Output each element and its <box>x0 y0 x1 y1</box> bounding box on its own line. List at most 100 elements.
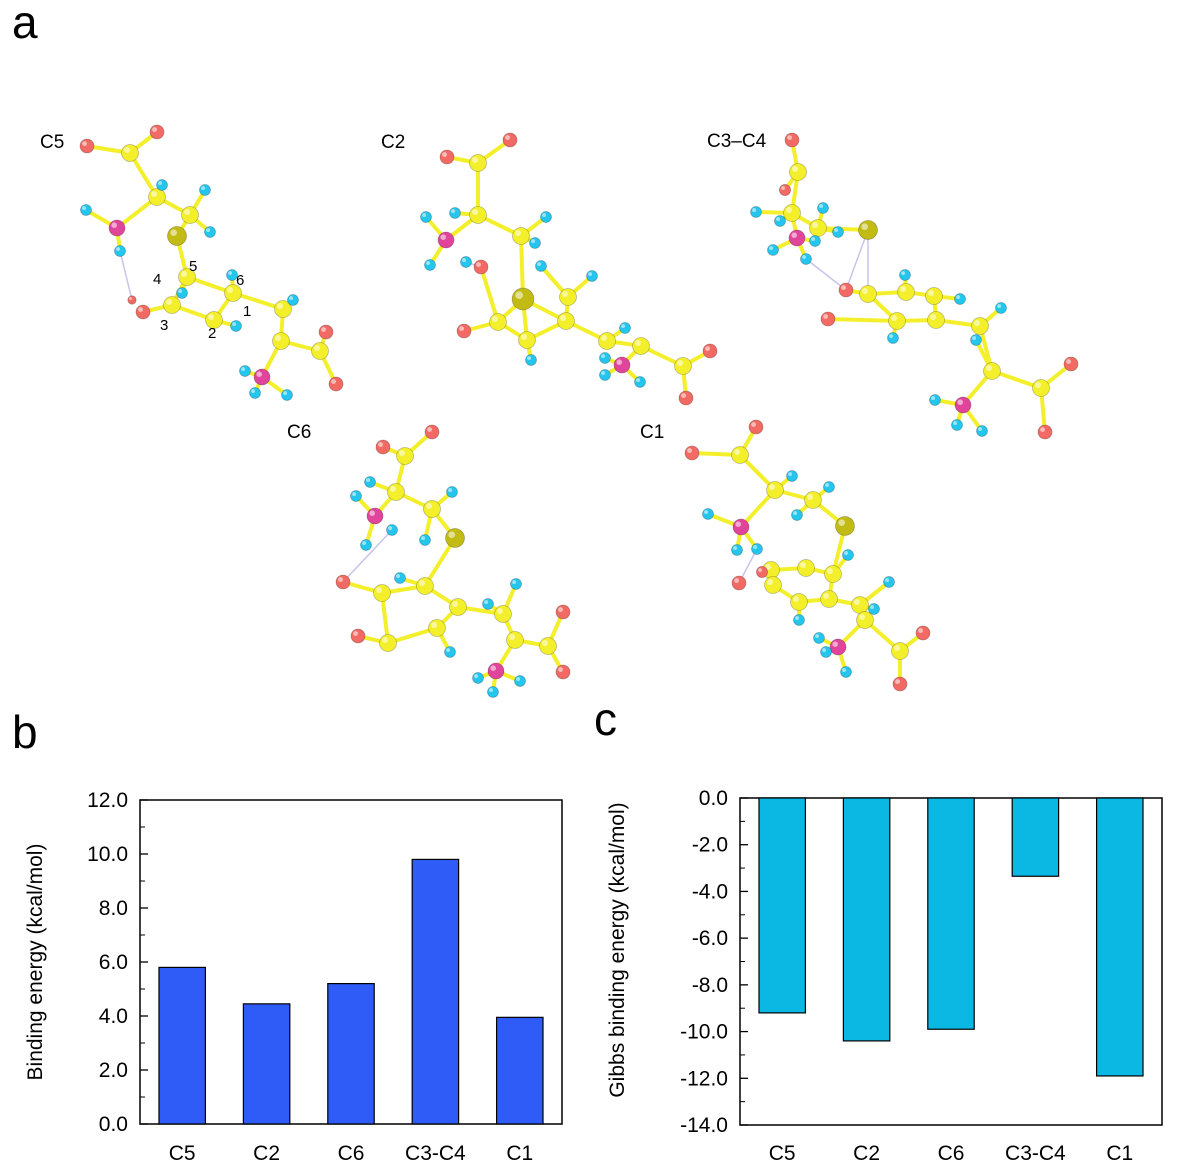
atom-highlight <box>489 688 494 692</box>
atom-highlight <box>900 286 907 292</box>
atom-highlight <box>181 271 187 277</box>
atom-c <box>539 637 557 655</box>
atom-c <box>790 593 808 611</box>
atom-highlight <box>842 668 846 672</box>
atom-highlight <box>687 448 692 453</box>
y-tick-label: -8.0 <box>692 974 728 997</box>
atom-o <box>79 138 95 154</box>
bar-c6 <box>327 982 375 1125</box>
atom-h <box>832 226 844 238</box>
atom-h <box>460 256 472 268</box>
panel-a-letter: a <box>12 0 38 48</box>
atom-highlight <box>431 622 437 629</box>
panel-b-letter: b <box>12 706 38 758</box>
atom-highlight <box>353 631 358 636</box>
bond <box>231 291 285 311</box>
atom-c <box>518 331 536 349</box>
atom-highlight <box>227 287 233 293</box>
atom-c <box>489 313 507 331</box>
atom-c <box>272 332 290 350</box>
atom-number-6: 6 <box>236 272 244 289</box>
atom-highlight <box>138 307 143 312</box>
atom-h <box>887 332 899 344</box>
atom-o <box>135 304 151 320</box>
atom-highlight <box>256 371 263 378</box>
atom-highlight <box>1035 382 1041 388</box>
atom-highlight <box>558 607 563 612</box>
molecule-c6 <box>335 424 571 698</box>
atom-highlight <box>795 616 799 620</box>
atom-o <box>748 419 764 435</box>
atom-highlight <box>953 421 957 426</box>
atom-h <box>535 260 547 272</box>
atom-highlight <box>388 526 393 530</box>
atom-highlight <box>82 141 88 146</box>
atom-h <box>394 572 406 584</box>
y-tick-label: 6.0 <box>99 951 128 974</box>
atom-highlight <box>815 634 819 638</box>
atom-highlight <box>986 365 993 371</box>
atom-c <box>925 287 943 305</box>
bond <box>128 151 159 199</box>
atom-highlight <box>151 191 157 197</box>
atom-h <box>350 490 362 502</box>
atom-h <box>114 245 126 257</box>
atom-h <box>529 237 541 249</box>
atom-h <box>751 543 763 555</box>
atom-highlight <box>515 291 524 299</box>
atom-highlight <box>601 335 608 341</box>
atom-highlight <box>419 580 425 587</box>
atom-o <box>555 604 571 620</box>
y-tick-label: -2.0 <box>692 834 728 857</box>
y-tick-label: 4.0 <box>99 1005 128 1028</box>
atom-o <box>1063 356 1079 372</box>
atom-highlight <box>184 209 190 215</box>
atom-o <box>684 445 700 461</box>
atom-c <box>927 311 945 329</box>
atom-highlight <box>918 628 923 633</box>
atom-highlight <box>997 304 1001 309</box>
atom-highlight <box>362 541 367 545</box>
atom-c <box>449 598 467 616</box>
molecule-label-c1: C1 <box>640 422 664 443</box>
atom-highlight <box>490 665 497 671</box>
atom-highlight <box>275 335 281 341</box>
atom-highlight <box>352 492 357 497</box>
atom-c <box>373 584 391 602</box>
atom-highlight <box>972 336 976 341</box>
molecule-c1 <box>684 419 931 692</box>
atom-s <box>858 220 878 240</box>
bar-c2 <box>242 1003 291 1125</box>
atom-c <box>311 342 329 360</box>
atom-c <box>783 204 801 222</box>
atom-highlight <box>166 299 172 305</box>
atom-h <box>230 320 242 332</box>
atom-highlight <box>451 209 456 213</box>
atom-h <box>204 226 216 238</box>
atom-h <box>80 204 92 216</box>
atom-highlight <box>758 568 762 572</box>
atom-h <box>767 244 779 256</box>
atom-n <box>732 518 750 536</box>
atom-highlight <box>201 186 205 190</box>
atom-c <box>731 446 749 464</box>
atom-highlight <box>289 296 294 301</box>
atom-highlight <box>476 262 481 267</box>
atom-h <box>899 269 911 281</box>
binding-energy-chart: 0.0 2.0 4.0 6.0 8.0 10.0 12.0 C5 C2 C6 C3-C4 C1 Bi… <box>24 789 563 1165</box>
atom-highlight <box>446 648 451 652</box>
bond <box>479 265 500 324</box>
atom-o <box>502 132 518 148</box>
atom-o <box>127 295 137 305</box>
atom-c <box>764 576 782 594</box>
panel-a-molecules: C5 C2 C3–C4 C6 C1 1 2 3 4 5 6 <box>40 124 1079 698</box>
bar-c3-c4 <box>411 858 460 1125</box>
gibbs-binding-energy-chart: 0.0-2.0-4.0-6.0-8.0-10.0-12.0-14.0 C5 C2 C… <box>606 787 1163 1165</box>
x-tick-label: C2 <box>253 1142 280 1165</box>
atom-highlight <box>427 427 432 432</box>
atom-o <box>820 311 836 327</box>
atom-highlight <box>505 135 510 140</box>
atom-highlight <box>834 228 838 232</box>
atom-highlight <box>751 422 756 427</box>
